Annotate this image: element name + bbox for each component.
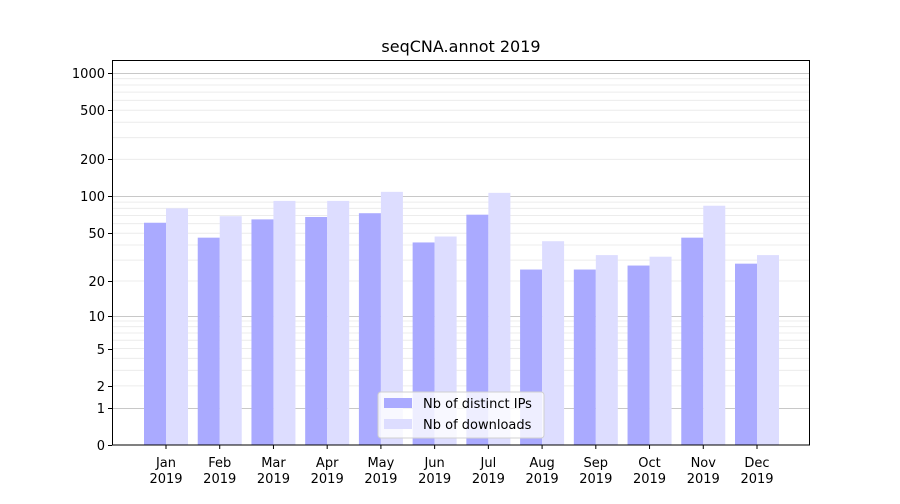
- x-tick-label-line: Nov: [691, 456, 717, 471]
- bar-distinct-ips: [358, 213, 381, 445]
- bar-downloads: [595, 255, 618, 445]
- x-tick-label-line: 2019: [418, 472, 451, 487]
- x-tick-label-line: Aug: [529, 456, 554, 471]
- legend-swatch: [384, 398, 412, 408]
- plot-frame: [112, 60, 810, 446]
- bar-distinct-ips: [735, 263, 757, 445]
- y-tick-label: 1000: [72, 67, 105, 82]
- x-tick-label-line: 2019: [472, 472, 505, 487]
- x-tick-label: Oct 2019: [633, 456, 666, 487]
- x-tick-label-line: 2019: [203, 472, 236, 487]
- bar-downloads: [703, 205, 726, 445]
- x-tick-label-line: 2019: [257, 472, 290, 487]
- x-tick-label-line: Jun: [423, 456, 444, 471]
- y-tick-label: 500: [80, 104, 105, 119]
- bar-distinct-ips: [466, 214, 489, 445]
- bar-distinct-ips: [573, 269, 596, 445]
- x-tick-label-line: 2019: [311, 472, 344, 487]
- bar-downloads: [542, 241, 565, 445]
- x-tick-label: Nov 2019: [687, 456, 720, 487]
- bar-downloads: [273, 200, 296, 445]
- legend-label: Nb of downloads: [423, 418, 532, 433]
- x-tick-label: May 2019: [364, 456, 397, 487]
- x-tick-label-line: 2019: [364, 472, 397, 487]
- y-tick-label: 200: [80, 153, 105, 168]
- x-tick-label-line: Jul: [480, 456, 497, 471]
- x-tick-label-line: Sep: [584, 456, 609, 471]
- legend-label: Nb of distinct IPs: [423, 397, 532, 412]
- x-tick-label: Apr 2019: [311, 456, 344, 487]
- bar-distinct-ips: [197, 237, 220, 445]
- x-tick-label-line: May: [367, 456, 394, 471]
- x-tick-label: Jun 2019: [418, 456, 451, 487]
- x-tick-label: Dec 2019: [740, 456, 773, 487]
- bar-downloads: [380, 191, 403, 445]
- x-tick-label: Jul 2019: [472, 456, 505, 487]
- x-tick-label-line: 2019: [579, 472, 612, 487]
- x-tick-label-line: 2019: [633, 472, 666, 487]
- bar-downloads: [757, 255, 779, 445]
- y-tick-label: 1: [97, 402, 105, 417]
- x-tick-label: Aug 2019: [526, 456, 559, 487]
- y-tick-label: 20: [88, 275, 105, 290]
- x-tick-label: Jan 2019: [149, 456, 182, 487]
- x-tick-label-line: Mar: [261, 456, 286, 471]
- legend: Nb of distinct IPs Nb of downloads: [377, 391, 545, 439]
- legend-box: [377, 391, 545, 439]
- x-tick-label-line: Jan: [155, 456, 176, 471]
- y-tick-label: 50: [88, 227, 105, 242]
- x-tick-label-line: 2019: [740, 472, 773, 487]
- bar-downloads: [649, 256, 672, 445]
- y-tick-label: 5: [97, 343, 105, 358]
- x-tick-label: Sep 2019: [579, 456, 612, 487]
- bar-downloads: [166, 208, 188, 445]
- y-tick-label: 10: [88, 310, 105, 325]
- bar-distinct-ips: [681, 237, 704, 445]
- bar-distinct-ips: [627, 265, 650, 445]
- x-tick-label-line: 2019: [149, 472, 182, 487]
- x-tick-label-line: Apr: [316, 456, 339, 471]
- x-tick-label-line: Dec: [744, 456, 769, 471]
- x-tick-label-line: 2019: [526, 472, 559, 487]
- x-tick-label-line: Oct: [638, 456, 660, 471]
- y-tick-label: 100: [80, 190, 105, 205]
- y-tick-label: 0: [97, 439, 105, 454]
- chart-title: seqCNA.annot 2019: [381, 37, 540, 56]
- x-tick-label-line: Feb: [208, 456, 231, 471]
- x-tick-label: Feb 2019: [203, 456, 236, 487]
- bar-distinct-ips: [305, 216, 328, 445]
- bar-downloads: [327, 200, 350, 445]
- x-tick-label-line: 2019: [687, 472, 720, 487]
- bar-distinct-ips: [251, 219, 274, 445]
- x-tick-label: Mar 2019: [257, 456, 290, 487]
- bar-downloads: [219, 216, 242, 445]
- legend-swatch: [384, 419, 412, 429]
- bar-downloads: [488, 192, 511, 445]
- y-tick-label: 2: [97, 380, 105, 395]
- bar-distinct-ips: [144, 222, 166, 445]
